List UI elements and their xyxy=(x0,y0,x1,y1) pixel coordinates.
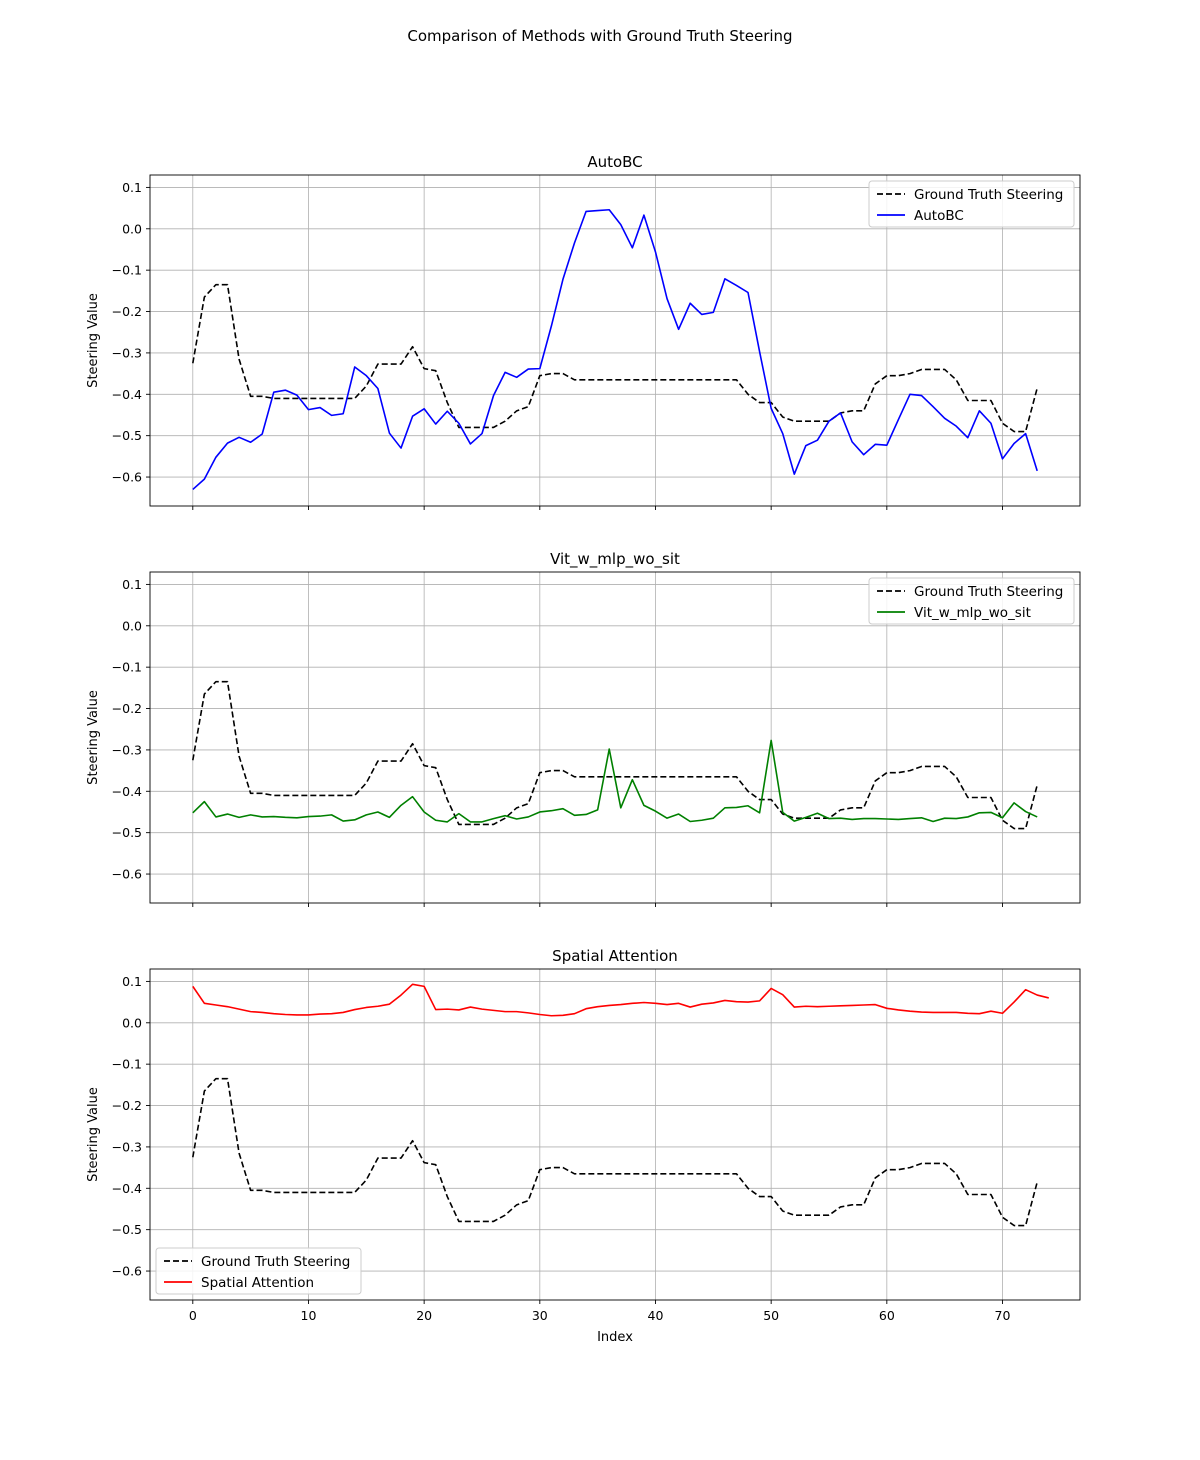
y-tick-label: −0.2 xyxy=(112,701,142,716)
y-tick-label: 0.1 xyxy=(122,180,142,195)
legend-label: Ground Truth Steering xyxy=(914,584,1063,600)
chart-panel-2: 0.1 0.0 −0.1 −0.2 −0.3 −0.4 −0.5 −0.6 Vit_w_mlp_… xyxy=(86,550,1081,907)
legend-label: AutoBC xyxy=(914,208,964,224)
plot-frame xyxy=(149,968,1081,1301)
legend-box xyxy=(155,1247,362,1295)
y-tick-label: −0.4 xyxy=(112,1181,142,1196)
y-tick-label: −0.6 xyxy=(112,867,142,882)
y-tick-label: −0.3 xyxy=(112,345,142,360)
y-tick-label: −0.1 xyxy=(112,1057,142,1072)
chart-title: Spatial Attention xyxy=(552,947,678,965)
y-tick-label: 0.0 xyxy=(122,1015,142,1030)
y-axis-label: Steering Value xyxy=(86,690,101,785)
plot-frame xyxy=(149,571,1081,904)
legend: Ground Truth Steering Vit_w_mlp_wo_sit xyxy=(868,577,1075,625)
x-tick-label: 20 xyxy=(416,1308,432,1323)
legend-label: Spatial Attention xyxy=(201,1275,314,1291)
chart-title: AutoBC xyxy=(587,153,642,171)
y-axis-label: Steering Value xyxy=(86,1087,101,1182)
chart-title: Vit_w_mlp_wo_sit xyxy=(550,550,680,569)
y-axis-label: Steering Value xyxy=(86,293,101,388)
y-tick-label: −0.1 xyxy=(112,263,142,278)
y-tick-label: −0.4 xyxy=(112,784,142,799)
series-line-method xyxy=(192,208,1038,491)
legend-label: Ground Truth Steering xyxy=(914,187,1063,203)
series-line-ground-truth xyxy=(192,283,1038,433)
y-tick-label: −0.3 xyxy=(112,1139,142,1154)
series-line-ground-truth xyxy=(192,1077,1038,1227)
y-tick-label: −0.5 xyxy=(112,428,142,443)
y-tick-label: −0.1 xyxy=(112,660,142,675)
chart-panel-3: 0 10 20 30 40 50 60 70 0.1 0.0 −0.1 −0.2 −0.3 −0.4 −0.… xyxy=(86,947,1081,1345)
series-line-method xyxy=(192,739,1038,823)
legend-box xyxy=(868,577,1075,625)
x-tick-label: 0 xyxy=(189,1308,197,1323)
x-tick-label: 30 xyxy=(532,1308,548,1323)
x-tick-label: 50 xyxy=(763,1308,779,1323)
y-tick-label: 0.0 xyxy=(122,618,142,633)
y-tick-label: −0.6 xyxy=(112,470,142,485)
x-tick-label: 70 xyxy=(995,1308,1011,1323)
y-tick-label: 0.1 xyxy=(122,577,142,592)
y-tick-label: −0.6 xyxy=(112,1264,142,1279)
x-tick-label: 40 xyxy=(648,1308,664,1323)
series-line-ground-truth xyxy=(192,680,1038,830)
y-tick-label: −0.5 xyxy=(112,1222,142,1237)
y-tick-label: −0.2 xyxy=(112,304,142,319)
x-axis-label: Index xyxy=(597,1330,633,1345)
legend: Ground Truth Steering Spatial Attention xyxy=(155,1247,362,1295)
figure-title: Comparison of Methods with Ground Truth … xyxy=(407,27,792,45)
y-tick-label: 0.1 xyxy=(122,974,142,989)
legend: Ground Truth Steering AutoBC xyxy=(868,180,1075,228)
plot-frame xyxy=(149,174,1081,507)
series-line-method xyxy=(192,983,1049,1017)
y-tick-label: 0.0 xyxy=(122,221,142,236)
legend-label: Ground Truth Steering xyxy=(201,1254,350,1270)
y-tick-label: −0.5 xyxy=(112,825,142,840)
legend-box xyxy=(868,180,1075,228)
y-tick-label: −0.4 xyxy=(112,387,142,402)
y-tick-label: −0.2 xyxy=(112,1098,142,1113)
x-tick-label: 10 xyxy=(301,1308,317,1323)
legend-label: Vit_w_mlp_wo_sit xyxy=(914,605,1031,621)
chart-panel-1: 0.1 0.0 −0.1 −0.2 −0.3 −0.4 −0.5 −0.6 AutoBC Stee… xyxy=(86,153,1081,510)
y-tick-label: −0.3 xyxy=(112,742,142,757)
x-tick-label: 60 xyxy=(879,1308,895,1323)
